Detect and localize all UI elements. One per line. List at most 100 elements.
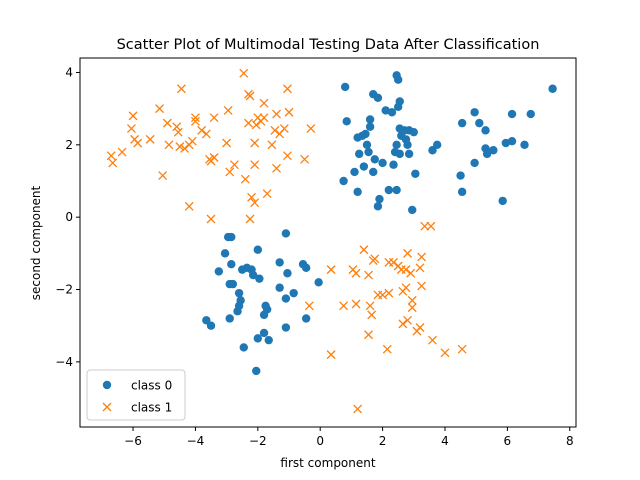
- class-1-point: [384, 288, 394, 298]
- x-tick-label: 0: [316, 434, 324, 448]
- class-0-point: [314, 278, 323, 287]
- class-1-point: [396, 265, 406, 275]
- class-1-point: [403, 315, 413, 325]
- class-0-point: [526, 109, 535, 119]
- class-1-point: [145, 134, 155, 144]
- class-1-point: [353, 404, 363, 414]
- class-1-point: [175, 142, 185, 152]
- class-1-point: [128, 111, 138, 121]
- class-1-point: [251, 120, 261, 130]
- class-0-point: [470, 158, 479, 168]
- class-0-point: [342, 117, 351, 126]
- class-0-point: [353, 187, 362, 197]
- class-1-point: [367, 310, 377, 320]
- class-1-point: [339, 301, 349, 311]
- class-0-point: [370, 155, 379, 164]
- class-1-point: [359, 245, 369, 255]
- class-1-point: [240, 174, 250, 184]
- class-0-point: [475, 118, 484, 128]
- class-1-point: [201, 129, 211, 139]
- class-1-point: [172, 122, 182, 132]
- class-0-point: [206, 321, 216, 330]
- y-tick-label: −4: [55, 355, 73, 369]
- class-0-point: [548, 84, 557, 93]
- class-0-point: [234, 288, 244, 298]
- class-1-point: [155, 104, 165, 114]
- class-0-point: [350, 167, 359, 177]
- class-1-point: [180, 143, 189, 153]
- x-tick-label: 4: [441, 434, 449, 448]
- class-1-point: [326, 350, 336, 360]
- class-0-point: [353, 133, 362, 142]
- class-1-point: [223, 105, 233, 115]
- class-1-point: [197, 125, 207, 135]
- class-0-point: [365, 122, 375, 131]
- class-0-point: [253, 334, 263, 343]
- class-1-point: [300, 154, 310, 164]
- class-1-point: [222, 138, 232, 148]
- class-1-point: [401, 265, 411, 275]
- legend: class 0 class 1: [86, 369, 186, 421]
- class-0-point: [255, 274, 264, 283]
- legend-marker-class-1: [102, 402, 112, 412]
- class-1-point: [272, 109, 281, 119]
- plot-area: [106, 68, 557, 414]
- class-0-point: [365, 115, 375, 124]
- x-tick-label: 2: [379, 434, 387, 448]
- class-1-point: [373, 290, 383, 300]
- class-1-point: [206, 214, 216, 224]
- class-1-point: [176, 84, 186, 94]
- class-1-point: [415, 263, 425, 273]
- class-0-point: [489, 146, 498, 155]
- class-1-point: [184, 140, 194, 150]
- class-1-point: [245, 214, 255, 224]
- class-1-point: [117, 147, 127, 157]
- class-0-point: [369, 167, 378, 177]
- class-1-point: [351, 299, 361, 309]
- class-0-point: [389, 160, 398, 169]
- class-1-point: [389, 257, 398, 267]
- x-tick-label: 8: [566, 434, 574, 448]
- class-0-point: [378, 158, 387, 168]
- class-1-point: [262, 189, 272, 199]
- class-0-point: [238, 265, 247, 274]
- class-1-point: [282, 84, 292, 94]
- class-0-point: [259, 310, 269, 320]
- class-0-point: [393, 102, 403, 112]
- class-0-point: [520, 140, 529, 150]
- class-1-point: [204, 154, 214, 164]
- class-1-point: [457, 344, 467, 354]
- class-1-point: [158, 171, 168, 181]
- y-tick-label: 4: [65, 65, 73, 79]
- class-1-point: [247, 192, 257, 202]
- class-0-point: [393, 75, 403, 84]
- x-tick-label: −6: [124, 434, 142, 448]
- class-1-point: [127, 124, 136, 134]
- class-0-point: [202, 316, 211, 325]
- class-0-point: [275, 258, 284, 267]
- class-0-point: [228, 279, 238, 289]
- legend-label-class-1: class 1: [131, 401, 172, 415]
- class-0-point: [501, 138, 511, 148]
- class-0-point: [275, 283, 284, 292]
- class-0-point: [214, 267, 224, 276]
- class-1-point: [378, 290, 388, 300]
- chart-title: Scatter Plot of Multimodal Testing Data …: [117, 37, 540, 53]
- x-tick-label: −4: [187, 434, 205, 448]
- class-0-point: [498, 196, 507, 206]
- y-tick-label: 2: [65, 138, 73, 152]
- class-1-point: [428, 335, 437, 345]
- class-0-point: [364, 147, 373, 157]
- legend-box: [86, 369, 186, 421]
- class-0-point: [432, 140, 442, 150]
- class-1-point: [398, 319, 408, 329]
- class-0-point: [457, 118, 467, 128]
- class-0-point: [259, 328, 269, 338]
- class-1-point: [209, 113, 219, 123]
- class-0-point: [281, 294, 291, 303]
- class-1-point: [407, 303, 417, 313]
- class-1-point: [401, 283, 411, 293]
- class-1-point: [190, 113, 200, 123]
- class-1-point: [284, 107, 294, 117]
- class-1-point: [250, 198, 260, 208]
